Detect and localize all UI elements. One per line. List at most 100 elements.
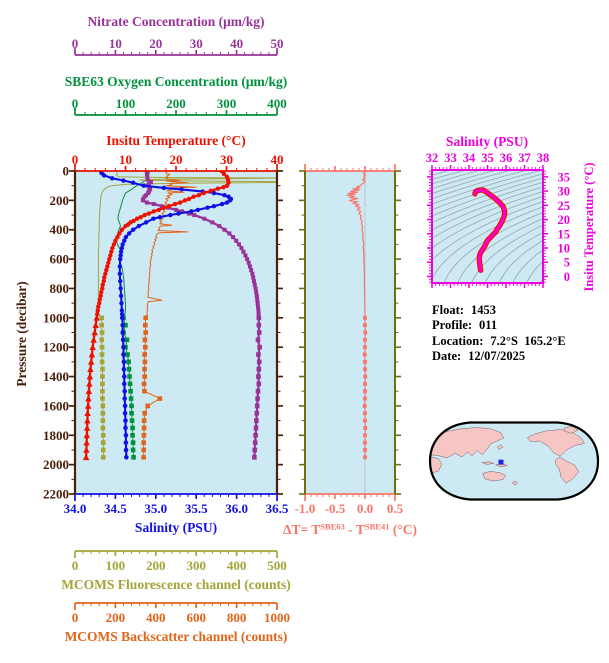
land-greenland — [564, 426, 579, 434]
tick-label: 32 — [426, 151, 439, 165]
profile-series-group — [82, 171, 277, 461]
tick-label: 200 — [166, 96, 186, 111]
marker — [145, 403, 151, 409]
marker — [130, 425, 135, 431]
marker — [243, 253, 248, 258]
marker — [142, 194, 147, 199]
marker — [363, 411, 367, 416]
marker — [151, 209, 156, 214]
marker — [93, 314, 100, 321]
marker — [121, 374, 127, 379]
marker — [99, 352, 105, 357]
marker — [256, 322, 262, 328]
marker — [101, 173, 107, 178]
dt-plot-background — [305, 171, 395, 494]
marker — [123, 425, 128, 431]
marker — [104, 267, 109, 273]
marker — [208, 188, 214, 194]
tick-label: 30 — [558, 185, 571, 199]
marker — [134, 216, 140, 221]
marker — [161, 185, 167, 191]
marker — [254, 410, 260, 416]
tick-label: 200 — [50, 193, 70, 208]
marker — [84, 409, 91, 417]
marker — [126, 359, 131, 365]
marker — [83, 431, 91, 439]
tick-label: 0 — [72, 152, 79, 167]
marker — [128, 396, 134, 401]
isopycnal-line — [432, 170, 498, 190]
marker — [86, 380, 93, 387]
marker — [141, 454, 146, 460]
marker — [87, 365, 94, 373]
marker — [140, 198, 145, 203]
marker — [126, 231, 132, 236]
marker — [122, 410, 128, 416]
marker — [210, 220, 215, 225]
marker — [117, 231, 122, 236]
fluorescence-axis-title: MCOMS Fluorescence channel (counts) — [61, 577, 291, 592]
marker — [90, 336, 97, 343]
marker — [161, 205, 167, 210]
isopycnal-line — [432, 170, 529, 200]
map-land-group — [430, 426, 585, 486]
tick-label: 5 — [564, 256, 570, 270]
marker — [119, 308, 125, 313]
tick-label: 400 — [50, 222, 70, 237]
marker — [100, 282, 105, 287]
marker — [151, 216, 156, 221]
marker — [144, 200, 149, 205]
tick-label: 30 — [190, 36, 203, 51]
marker — [106, 260, 111, 265]
marker — [99, 359, 105, 365]
marker — [166, 204, 172, 209]
marker — [256, 312, 261, 317]
land-new-zealand — [511, 480, 518, 486]
delta-t-axis-title: ΔT= TSBE63 - TSBE41 (°C) — [283, 519, 417, 537]
marker — [222, 227, 227, 232]
marker — [247, 264, 252, 269]
oxygen-axis: 0 100 200 300 400 — [72, 96, 287, 116]
marker — [124, 454, 129, 460]
tick-label: 20 — [149, 36, 162, 51]
isopycnal-line — [432, 187, 542, 231]
tick-label: 100 — [116, 96, 136, 111]
marker — [215, 186, 221, 191]
isopycnal-line — [443, 212, 543, 283]
marker — [256, 330, 262, 335]
marker — [121, 352, 126, 357]
marker — [95, 311, 100, 317]
marker — [230, 235, 235, 240]
marker — [121, 344, 126, 350]
marker — [227, 198, 233, 203]
marker — [105, 264, 110, 269]
isopycnal-line — [432, 195, 543, 249]
marker — [121, 366, 127, 372]
tick-label: 300 — [217, 96, 237, 111]
marker — [182, 198, 188, 203]
marker — [113, 238, 118, 243]
temperature-axis-title: Insitu Temperature (°C) — [106, 133, 246, 148]
marker — [118, 286, 123, 291]
marker — [189, 209, 194, 214]
marker — [130, 432, 135, 438]
marker — [100, 396, 105, 401]
tick-label: 10 — [109, 36, 122, 51]
marker — [157, 396, 163, 401]
marker — [256, 381, 262, 387]
marker — [254, 290, 259, 295]
tick-label: 0.5 — [387, 501, 404, 516]
marker — [128, 388, 133, 394]
marker — [123, 432, 129, 438]
isopycnal-line — [432, 201, 543, 261]
marker — [253, 286, 258, 291]
delta-t-title-part: - T — [344, 521, 365, 537]
isopycnal-line — [512, 249, 543, 283]
tick-label: 1400 — [43, 369, 69, 384]
marker — [143, 330, 148, 335]
marker — [100, 440, 106, 445]
marker — [100, 425, 106, 431]
dt-series-group — [346, 171, 368, 460]
marker — [363, 426, 368, 430]
